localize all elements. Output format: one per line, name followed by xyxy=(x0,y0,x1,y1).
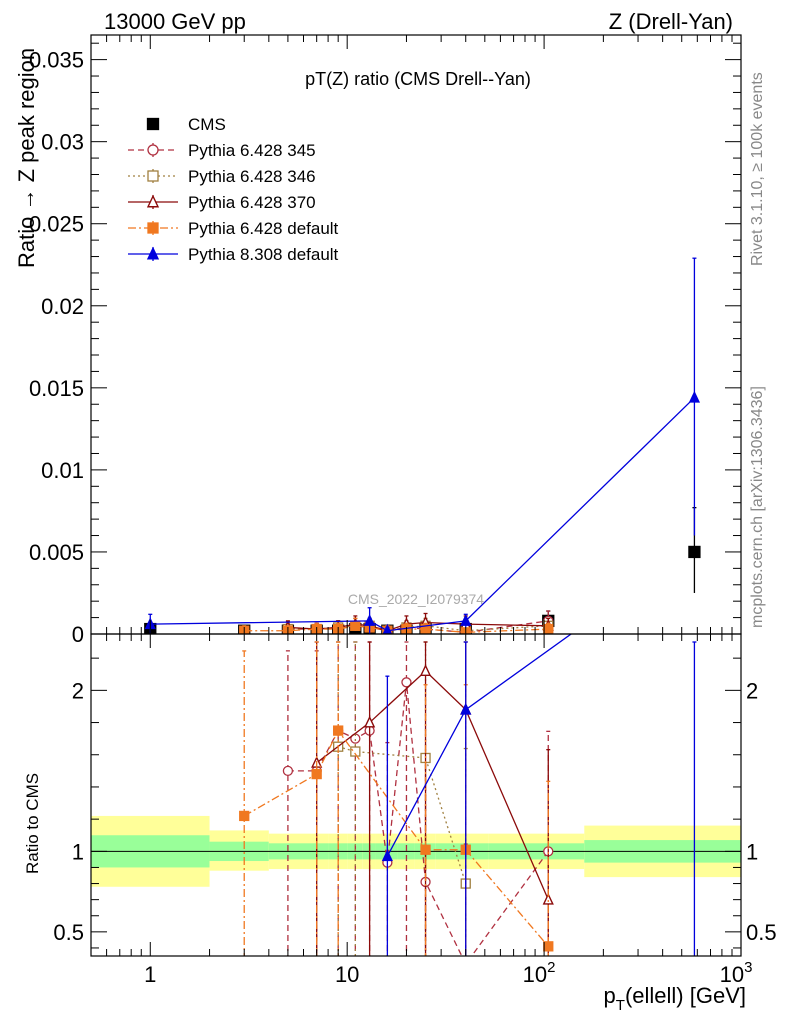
data-point xyxy=(311,768,322,780)
x-tick-exponent: 2 xyxy=(547,959,555,976)
data-point xyxy=(460,702,472,715)
top-y-tick-label: 0.03 xyxy=(41,130,84,155)
data-point xyxy=(542,892,554,905)
header-left: 13000 GeV pp xyxy=(104,9,246,34)
legend-label: CMS xyxy=(188,115,226,134)
bottom-y-axis-label: Ratio to CMS xyxy=(23,773,42,874)
legend-marker xyxy=(146,194,160,208)
legend-entry: Pythia 8.308 default xyxy=(128,245,339,264)
data-point xyxy=(543,623,554,634)
series-line xyxy=(287,682,549,956)
legend-entry: CMS xyxy=(146,115,226,134)
data-point xyxy=(381,849,393,862)
data-point xyxy=(461,960,470,969)
watermark: CMS_2022_I2079374 xyxy=(348,591,484,607)
legend-marker xyxy=(146,246,160,260)
legend-label: Pythia 6.428 370 xyxy=(188,193,316,212)
data-point xyxy=(420,844,431,855)
legend-entry: Pythia 6.428 345 xyxy=(128,141,316,160)
top-y-tick-label: 0.035 xyxy=(29,48,84,73)
data-point xyxy=(688,390,701,403)
bottom-series-pythia-6-428-345 xyxy=(282,641,554,969)
x-tick-label: 1 xyxy=(144,962,156,987)
data-point xyxy=(382,623,393,634)
bottom-y-tick-label: 2 xyxy=(72,678,84,703)
data-point xyxy=(282,765,294,776)
data-point xyxy=(333,725,344,736)
x-tick-exponent: 3 xyxy=(744,959,752,976)
bottom-y-tick-label-right: 0.5 xyxy=(746,920,777,945)
top-y-axis-label: Ratio → Z peak region xyxy=(14,48,39,268)
mcplots-label: mcplots.cern.ch [arXiv:1306.3436] xyxy=(749,386,766,628)
series-line xyxy=(244,625,549,634)
legend-label: Pythia 6.428 346 xyxy=(188,167,316,186)
top-series-pythia-8-308-default xyxy=(144,257,701,634)
top-series-cms xyxy=(144,506,701,634)
top-y-tick-label: 0 xyxy=(72,622,84,647)
top-y-tick-label: 0.025 xyxy=(29,212,84,237)
bottom-series-pythia-6-428-370 xyxy=(311,641,554,956)
legend-entry: Pythia 6.428 346 xyxy=(128,167,316,186)
data-point xyxy=(419,664,432,677)
legend-label: Pythia 6.428 345 xyxy=(188,141,316,160)
bottom-y-tick-label-right: 2 xyxy=(746,678,758,703)
data-point xyxy=(543,941,554,952)
rivet-label: Rivet 3.1.10, ≥ 100k events xyxy=(749,72,766,266)
data-point xyxy=(688,545,701,559)
data-point xyxy=(364,715,376,728)
top-y-tick-label: 0.01 xyxy=(41,458,84,483)
x-tick-label: 102 xyxy=(523,959,556,987)
bottom-y-tick-label: 0.5 xyxy=(53,920,84,945)
series-line xyxy=(243,729,549,947)
top-y-tick-label: 0.02 xyxy=(41,294,84,319)
legend-marker xyxy=(147,170,159,182)
bottom-plot-frame xyxy=(90,633,742,957)
data-point xyxy=(401,677,412,688)
data-point xyxy=(239,810,250,822)
x-tick-label: 10 xyxy=(335,962,359,987)
data-point xyxy=(350,746,361,757)
top-series-pythia-6-428-370 xyxy=(282,612,554,634)
bottom-y-tick-label-right: 1 xyxy=(746,839,758,864)
data-point xyxy=(350,620,361,631)
header-right: Z (Drell-Yan) xyxy=(609,9,733,34)
legend-entry: Pythia 6.428 370 xyxy=(128,193,316,212)
x-axis-label: pT(ellell) [GeV] xyxy=(604,983,746,1014)
legend-marker xyxy=(147,222,159,234)
data-point xyxy=(364,613,376,626)
legend-marker xyxy=(147,144,159,156)
bottom-series-pythia-6-428-346 xyxy=(333,641,471,956)
legend-label: Pythia 6.428 default xyxy=(188,219,339,238)
top-series-pythia-6-428-345 xyxy=(282,610,554,634)
data-point xyxy=(460,613,472,626)
legend-marker xyxy=(146,117,160,131)
legend-entry: Pythia 6.428 default xyxy=(128,219,339,238)
top-y-tick-label: 0.005 xyxy=(29,540,84,565)
top-y-tick-label: 0.015 xyxy=(29,376,84,401)
bottom-series-pythia-8-308-default xyxy=(381,634,697,956)
chart-title: pT(Z) ratio (CMS Drell--Yan) xyxy=(305,69,531,89)
legend-label: Pythia 8.308 default xyxy=(188,245,339,264)
bottom-y-tick-label: 1 xyxy=(72,839,84,864)
